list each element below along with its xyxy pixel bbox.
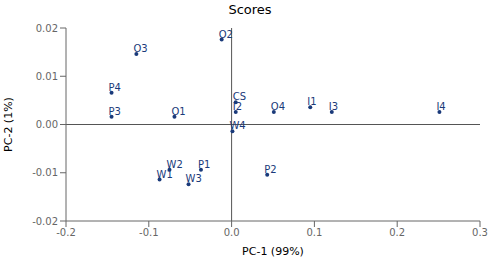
svg-text:W3: W3	[186, 173, 202, 184]
svg-text:P2: P2	[264, 164, 276, 175]
svg-text:P4: P4	[109, 82, 121, 93]
svg-text:I1: I1	[307, 96, 316, 107]
svg-text:O3: O3	[133, 43, 147, 54]
svg-text:-0.1: -0.1	[139, 227, 159, 238]
svg-text:P1: P1	[198, 159, 210, 170]
svg-text:0.01: 0.01	[36, 71, 58, 82]
svg-text:0.3: 0.3	[472, 227, 488, 238]
svg-text:I3: I3	[329, 101, 338, 112]
svg-text:-0.01: -0.01	[32, 167, 58, 178]
svg-text:O4: O4	[271, 101, 285, 112]
svg-text:PC-2 (1%): PC-2 (1%)	[8, 97, 15, 152]
svg-text:0.00: 0.00	[36, 119, 58, 130]
svg-text:O1: O1	[171, 106, 185, 117]
svg-text:CS: CS	[232, 91, 247, 103]
svg-text:W2: W2	[166, 158, 183, 170]
svg-text:0.0: 0.0	[224, 227, 240, 238]
svg-text:I2: I2	[233, 101, 242, 112]
svg-text:-0.2: -0.2	[56, 227, 76, 238]
svg-text:P3: P3	[109, 106, 121, 117]
svg-text:O2: O2	[219, 29, 233, 40]
html-text:Scores: Scores	[228, 2, 272, 17]
svg-text:W4: W4	[229, 120, 245, 131]
svg-text:0.02: 0.02	[36, 23, 58, 34]
svg-text:W1: W1	[157, 169, 173, 180]
svg-text:I4: I4	[436, 101, 445, 112]
svg-text:-0.02: -0.02	[32, 216, 58, 227]
svg-text:0.2: 0.2	[389, 227, 405, 238]
svg-text:PC-1 (99%): PC-1 (99%)	[242, 245, 304, 258]
svg-text:0.1: 0.1	[306, 227, 322, 238]
